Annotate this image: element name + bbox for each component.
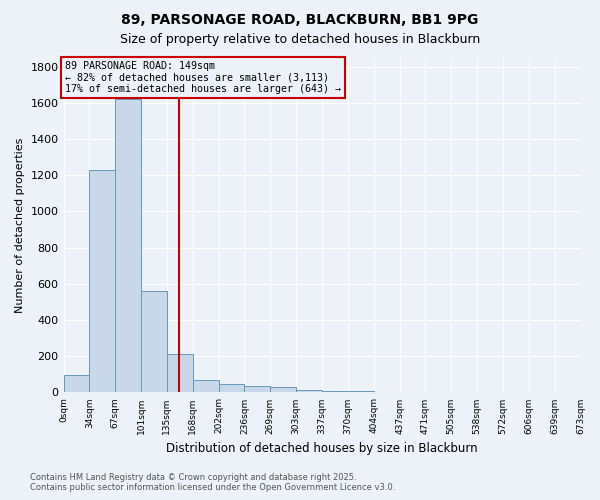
Text: 89 PARSONAGE ROAD: 149sqm
← 82% of detached houses are smaller (3,113)
17% of se: 89 PARSONAGE ROAD: 149sqm ← 82% of detac… — [65, 61, 341, 94]
Bar — [141, 291, 167, 392]
Y-axis label: Number of detached properties: Number of detached properties — [15, 138, 25, 312]
Text: Size of property relative to detached houses in Blackburn: Size of property relative to detached ho… — [120, 32, 480, 46]
Bar — [348, 391, 374, 392]
Text: 89, PARSONAGE ROAD, BLACKBURN, BB1 9PG: 89, PARSONAGE ROAD, BLACKBURN, BB1 9PG — [121, 12, 479, 26]
Bar — [322, 390, 348, 392]
Text: Contains HM Land Registry data © Crown copyright and database right 2025.
Contai: Contains HM Land Registry data © Crown c… — [30, 473, 395, 492]
Bar — [244, 386, 271, 392]
Bar — [218, 384, 244, 392]
Bar — [193, 380, 218, 392]
Bar — [167, 354, 193, 393]
Bar — [271, 388, 296, 392]
Bar — [296, 390, 322, 392]
Bar — [115, 99, 141, 392]
X-axis label: Distribution of detached houses by size in Blackburn: Distribution of detached houses by size … — [166, 442, 478, 455]
Bar — [64, 375, 89, 392]
Bar — [89, 170, 115, 392]
